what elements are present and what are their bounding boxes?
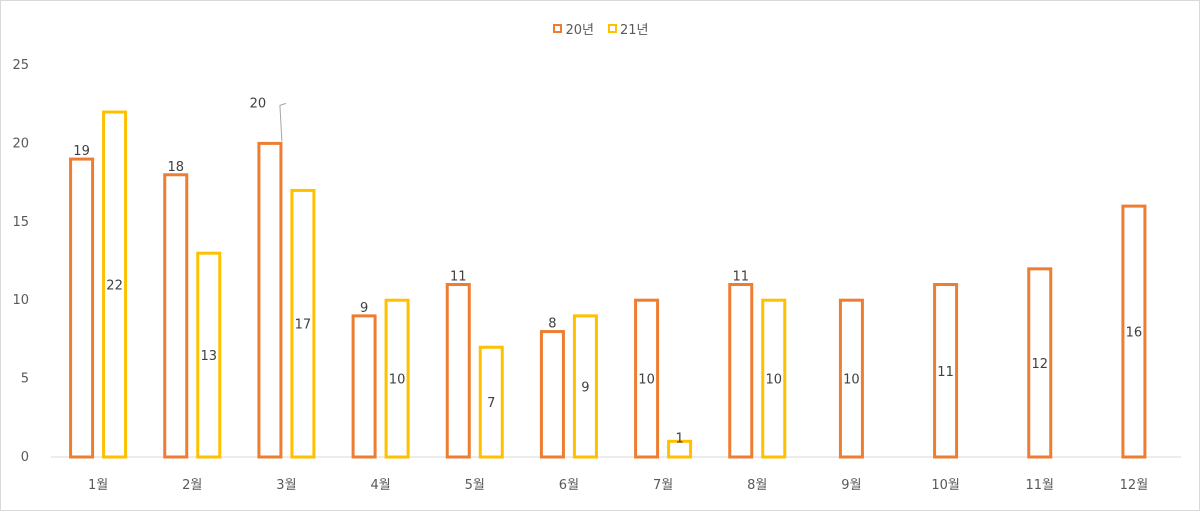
data-label-series-1: 20	[250, 96, 267, 111]
data-label-series-2: 13	[200, 349, 217, 364]
x-tick-label: 3월	[276, 478, 296, 493]
chart-legend: 20년 21년	[1, 19, 1200, 38]
bar-series-2	[478, 345, 504, 459]
data-label-series-1: 19	[73, 144, 90, 159]
bar-series-1	[728, 283, 754, 459]
x-tick-label: 1월	[88, 478, 108, 493]
data-label-series-2: 7	[487, 396, 495, 411]
bar-series-1	[351, 314, 377, 459]
bar-series-1	[257, 141, 283, 459]
x-tick-label: 5월	[465, 478, 485, 493]
bar-series-1	[634, 298, 660, 459]
bar-series-2	[102, 110, 128, 459]
data-label-series-1: 10	[638, 373, 655, 388]
data-label-series-1: 10	[843, 373, 860, 388]
bar-series-1	[445, 283, 471, 459]
legend-swatch-series-2	[608, 24, 617, 33]
legend-label-series-1: 20년	[565, 23, 594, 38]
y-tick-label: 20	[12, 136, 29, 151]
bar-series-2	[384, 298, 410, 459]
x-tick-label: 10월	[931, 478, 960, 493]
data-label-series-1: 18	[167, 160, 184, 175]
bar-series-1	[539, 330, 565, 459]
x-tick-label: 2월	[182, 478, 202, 493]
x-tick-label: 6월	[559, 478, 579, 493]
data-label-series-1: 11	[450, 270, 467, 285]
x-tick-label: 7월	[653, 478, 673, 493]
data-label-series-2: 10	[765, 373, 782, 388]
legend-item-series-1: 20년	[553, 19, 594, 38]
legend-item-series-2: 21년	[608, 19, 649, 38]
bar-series-1	[838, 298, 864, 459]
data-label-series-2: 10	[389, 373, 406, 388]
x-tick-label: 8월	[747, 478, 767, 493]
bar-series-2	[667, 439, 693, 459]
data-label-series-2: 22	[106, 279, 123, 294]
y-tick-label: 5	[21, 372, 29, 387]
y-tick-label: 0	[21, 450, 29, 465]
y-tick-label: 25	[12, 58, 29, 73]
data-label-series-1: 16	[1126, 326, 1143, 341]
x-tick-label: 12월	[1120, 478, 1149, 493]
data-label-series-2: 17	[295, 318, 312, 333]
bar-series-2	[572, 314, 598, 459]
bar-series-2	[290, 188, 316, 459]
data-label-series-1: 11	[937, 365, 954, 380]
data-label-series-2: 1	[675, 431, 683, 446]
bar-series-1	[69, 157, 95, 459]
data-label-series-2: 9	[581, 380, 589, 395]
data-label-series-1: 11	[732, 270, 749, 285]
x-tick-label: 9월	[841, 478, 861, 493]
y-tick-label: 10	[12, 293, 29, 308]
bar-series-2	[196, 251, 222, 459]
x-tick-label: 4월	[370, 478, 390, 493]
bar-series-1	[163, 173, 189, 459]
bar-series-1	[1027, 267, 1053, 459]
legend-swatch-series-1	[553, 24, 563, 33]
data-label-leader-line	[279, 102, 287, 142]
bar-series-1	[933, 283, 959, 459]
x-tick-label: 11월	[1025, 478, 1054, 493]
data-label-series-1: 9	[360, 301, 368, 316]
bar-series-2	[761, 298, 787, 459]
y-tick-label: 15	[12, 215, 29, 230]
data-label-series-1: 12	[1031, 357, 1048, 372]
legend-label-series-2: 21년	[620, 23, 649, 38]
data-label-series-1: 8	[548, 317, 556, 332]
bar-series-1	[1121, 204, 1147, 459]
